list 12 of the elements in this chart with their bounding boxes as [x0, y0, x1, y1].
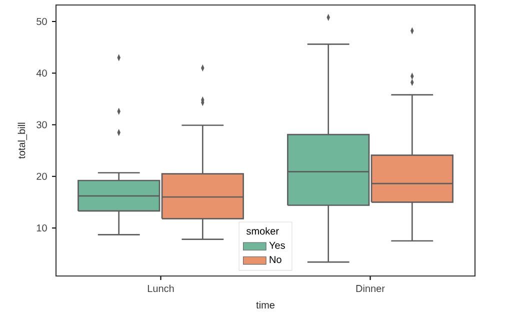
- y-tick-label: 50: [36, 18, 47, 26]
- y-tick-label: 20: [36, 172, 47, 180]
- x-tick-label: Lunch: [148, 284, 174, 292]
- legend-label: No: [270, 256, 282, 264]
- y-axis-title: total_bill: [18, 122, 28, 159]
- x-tick-label: Dinner: [356, 284, 385, 292]
- x-axis-title: time: [256, 301, 275, 309]
- y-tick-label: 30: [36, 121, 47, 128]
- y-tick-label: 40: [36, 70, 47, 77]
- y-tick-label: 10: [36, 224, 47, 232]
- legend-label: Yes: [269, 242, 285, 249]
- legend-title: smoker: [246, 227, 279, 235]
